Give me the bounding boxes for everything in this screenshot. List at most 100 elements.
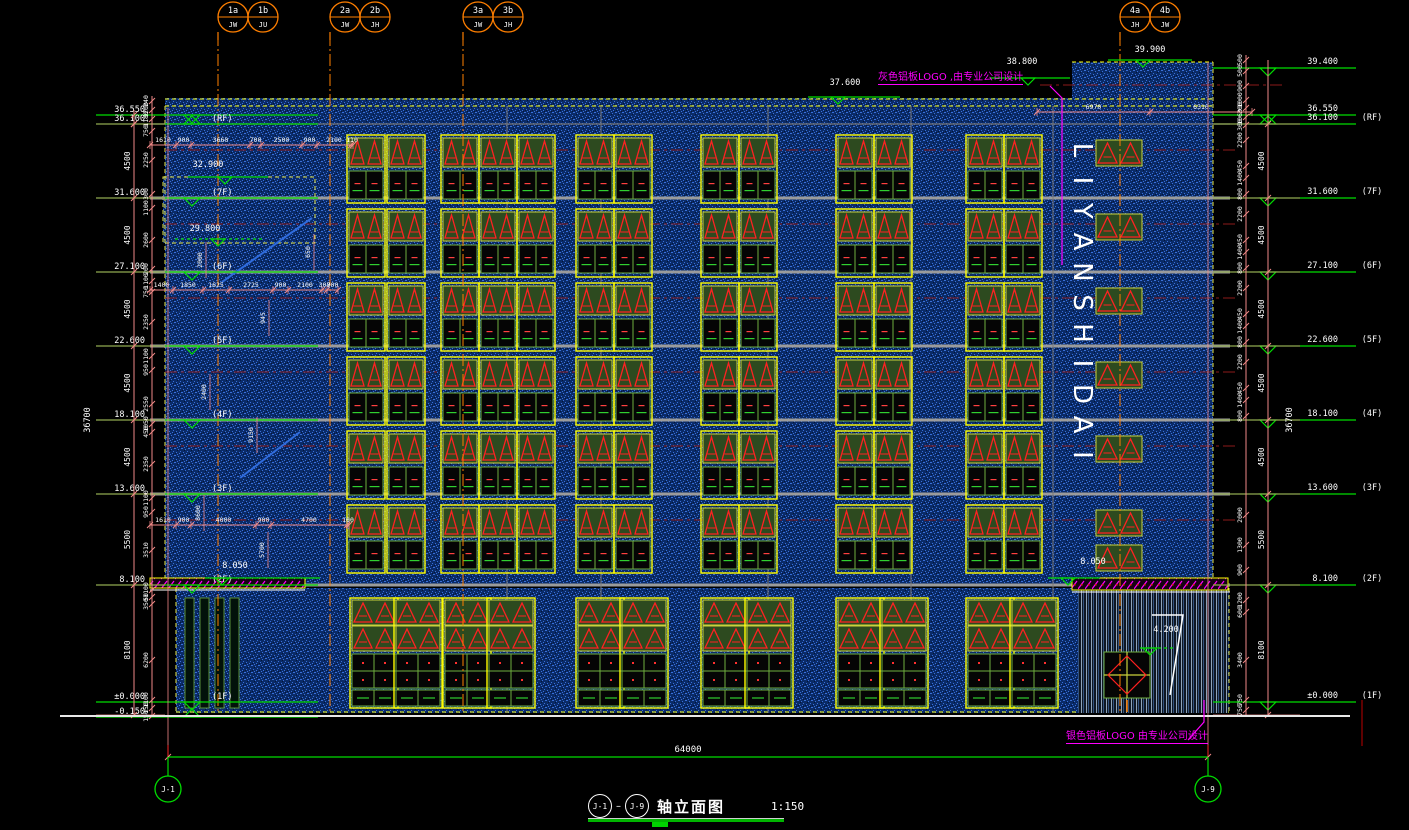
svg-text:D: D (1067, 384, 1097, 404)
svg-text:(5F): (5F) (1362, 335, 1382, 345)
svg-text:J-9: J-9 (1201, 785, 1215, 794)
svg-text:1100: 1100 (142, 348, 150, 364)
svg-text:1180: 1180 (142, 111, 150, 127)
svg-text:1400: 1400 (154, 281, 170, 289)
svg-text:240: 240 (142, 95, 150, 107)
svg-text:2725: 2725 (243, 281, 259, 289)
svg-text:4000: 4000 (216, 516, 232, 524)
svg-text:5700: 5700 (258, 542, 266, 558)
svg-text:1000: 1000 (1236, 92, 1244, 108)
svg-text:1200: 1200 (142, 102, 150, 118)
svg-text:50: 50 (142, 593, 150, 601)
svg-text:3400: 3400 (1236, 652, 1244, 668)
svg-text:64000: 64000 (674, 745, 701, 755)
svg-text:900: 900 (1236, 80, 1244, 92)
svg-text:4700: 4700 (301, 516, 317, 524)
svg-text:5500: 5500 (1257, 530, 1266, 549)
svg-text:JW: JW (229, 21, 238, 29)
svg-text:750: 750 (142, 125, 150, 137)
svg-text:2350: 2350 (142, 456, 150, 472)
svg-text:2b: 2b (370, 6, 380, 16)
svg-text:36.550: 36.550 (1307, 104, 1338, 114)
svg-text:650: 650 (304, 246, 312, 258)
svg-text:1100: 1100 (142, 582, 150, 598)
svg-text:2200: 2200 (1236, 354, 1244, 370)
drawing-scale: 1:150 (771, 799, 805, 813)
svg-text:450: 450 (1236, 160, 1244, 172)
svg-text:700: 700 (250, 136, 262, 144)
svg-text:900: 900 (275, 281, 287, 289)
svg-text:1400: 1400 (1236, 170, 1244, 186)
svg-text:110: 110 (346, 136, 358, 144)
svg-text:(7F): (7F) (1362, 187, 1382, 197)
svg-text:2500: 2500 (274, 136, 290, 144)
svg-text:I: I (1067, 360, 1097, 368)
svg-text:2600: 2600 (142, 232, 150, 248)
dimension-chains: 4500450045004500450055008100367002401200… (83, 54, 1300, 745)
svg-text:18.100: 18.100 (1307, 409, 1338, 419)
svg-text:3b: 3b (503, 6, 513, 16)
svg-text:(1F): (1F) (1362, 691, 1382, 701)
svg-text:J-1: J-1 (161, 785, 175, 794)
svg-text:4500: 4500 (1257, 299, 1266, 318)
svg-text:JU: JU (259, 21, 267, 29)
svg-text:8.100: 8.100 (119, 575, 145, 585)
svg-text:A: A (1067, 416, 1097, 434)
title-underline (588, 818, 784, 822)
grid-axes: 1a JW 1b JU 2a JW 2b JH 3a JW 3b JH 4a JH 4b JW (217, 1, 1181, 713)
svg-text:300: 300 (319, 281, 331, 289)
svg-text:450: 450 (1236, 234, 1244, 246)
svg-text:900: 900 (178, 516, 190, 524)
svg-text:(7F): (7F) (212, 188, 232, 198)
svg-text:4500: 4500 (1257, 373, 1266, 392)
svg-text:36.550: 36.550 (114, 105, 145, 115)
svg-text:900: 900 (304, 136, 316, 144)
title-axis-end-bubble: J-9 (625, 794, 649, 818)
svg-text:S: S (1067, 294, 1097, 311)
svg-text:(4F): (4F) (1362, 409, 1382, 419)
svg-text:300: 300 (1236, 119, 1244, 131)
svg-text:4500: 4500 (123, 299, 132, 318)
svg-text:N: N (1067, 262, 1097, 281)
svg-text:1060: 1060 (1236, 109, 1244, 125)
svg-text:1100: 1100 (142, 490, 150, 506)
svg-text:8.100: 8.100 (1312, 574, 1338, 584)
svg-text:(5F): (5F) (212, 336, 232, 346)
svg-text:8100: 8100 (1257, 640, 1266, 659)
svg-text:2200: 2200 (1236, 206, 1244, 222)
svg-text:1610: 1610 (155, 136, 171, 144)
svg-text:4.200: 4.200 (1153, 625, 1179, 635)
drawing-title-text: 轴立面图 (657, 797, 726, 816)
svg-text:2200: 2200 (1236, 132, 1244, 148)
svg-text:700: 700 (327, 281, 339, 289)
svg-text:200: 200 (1236, 102, 1244, 114)
annotation-leaders (1049, 85, 1363, 746)
svg-text:1625: 1625 (208, 281, 224, 289)
svg-text:500: 500 (1236, 65, 1244, 77)
svg-text:39.900: 39.900 (1135, 45, 1166, 55)
svg-text:(RF): (RF) (212, 114, 232, 124)
svg-text:I: I (1067, 177, 1097, 185)
title-axis-start-bubble: J-1 (588, 794, 612, 818)
svg-text:H: H (1067, 323, 1097, 343)
svg-text:4b: 4b (1160, 6, 1170, 16)
svg-text:JW: JW (341, 21, 350, 29)
svg-text:1b: 1b (258, 6, 268, 16)
svg-text:1200: 1200 (1236, 592, 1244, 608)
svg-text:4500: 4500 (123, 225, 132, 244)
svg-text:2000: 2000 (1236, 507, 1244, 523)
svg-text:JH: JH (504, 21, 512, 29)
svg-text:200: 200 (142, 263, 150, 275)
svg-text:5500: 5500 (123, 530, 132, 549)
svg-text:JH: JH (371, 21, 379, 29)
svg-text:JW: JW (1161, 21, 1170, 29)
svg-text:3510: 3510 (142, 542, 150, 558)
svg-text:800: 800 (1236, 336, 1244, 348)
svg-text:8.050: 8.050 (222, 561, 248, 571)
svg-text:900: 900 (178, 136, 190, 144)
svg-text:1300: 1300 (1236, 537, 1244, 553)
svg-text:950: 950 (142, 364, 150, 376)
